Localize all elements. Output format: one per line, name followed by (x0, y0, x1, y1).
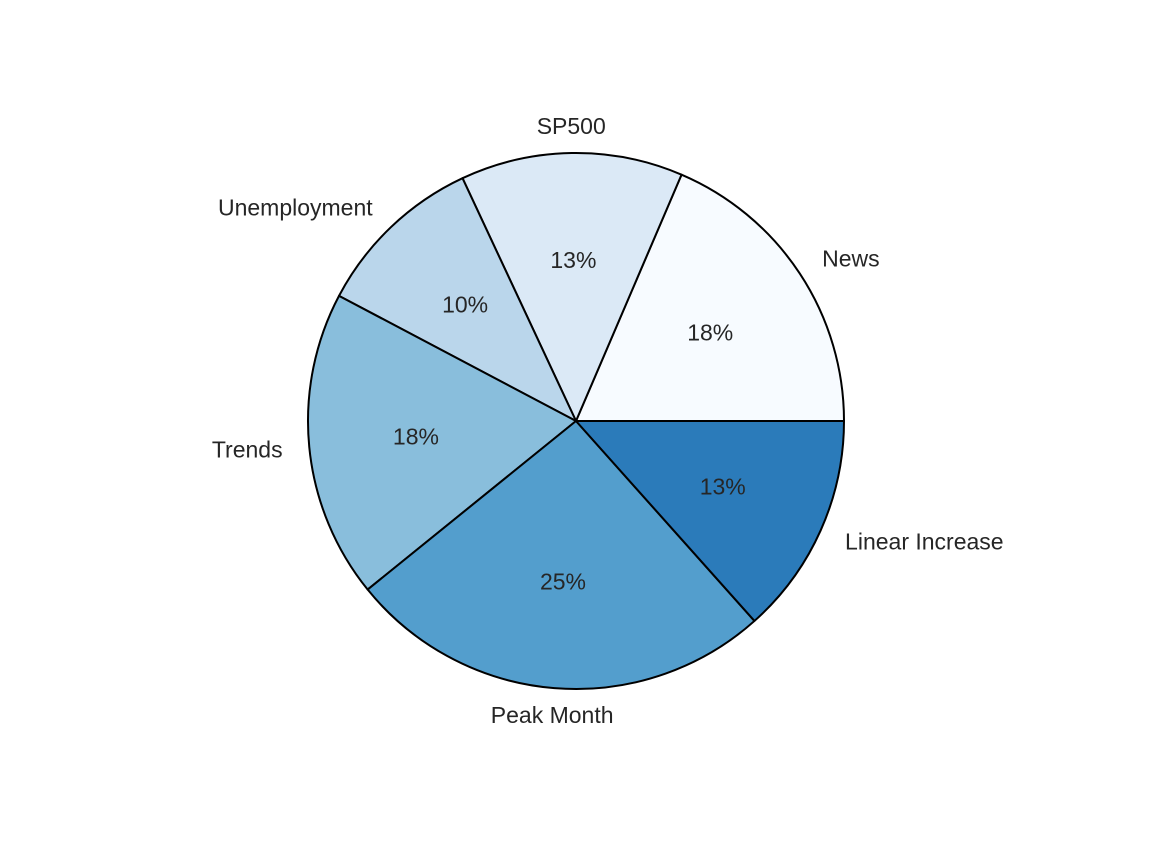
pie-slice-peak-month (366, 420, 756, 690)
category-label-sp500: SP500 (537, 113, 606, 139)
pie-slice-trends (307, 294, 577, 591)
category-label-news: News (822, 246, 880, 272)
category-labels: News SP500 Unemployment Trends Peak Month Lin… (212, 113, 1004, 728)
percentage-labels: 18% 13% 10% 18% 25% 13% (393, 247, 746, 594)
category-label-linear-increase: Linear Increase (845, 528, 1004, 554)
category-label-trends: Trends (212, 437, 283, 463)
pie-slice-sp500 (461, 152, 683, 422)
pct-label-news: 18% (687, 319, 733, 345)
pct-label-trends: 18% (393, 424, 439, 450)
pie-slice-unemployment (338, 177, 577, 422)
pie-slices (307, 152, 845, 690)
pie-slice-news (575, 173, 845, 422)
pct-label-sp500: 13% (550, 247, 596, 273)
category-label-peak-month: Peak Month (491, 702, 614, 728)
pie-slice-linear-increase (575, 420, 845, 622)
pct-label-unemployment: 10% (442, 292, 488, 318)
pct-label-linear-increase: 13% (700, 474, 746, 500)
pct-label-peak-month: 25% (540, 568, 586, 594)
category-label-unemployment: Unemployment (218, 195, 373, 221)
